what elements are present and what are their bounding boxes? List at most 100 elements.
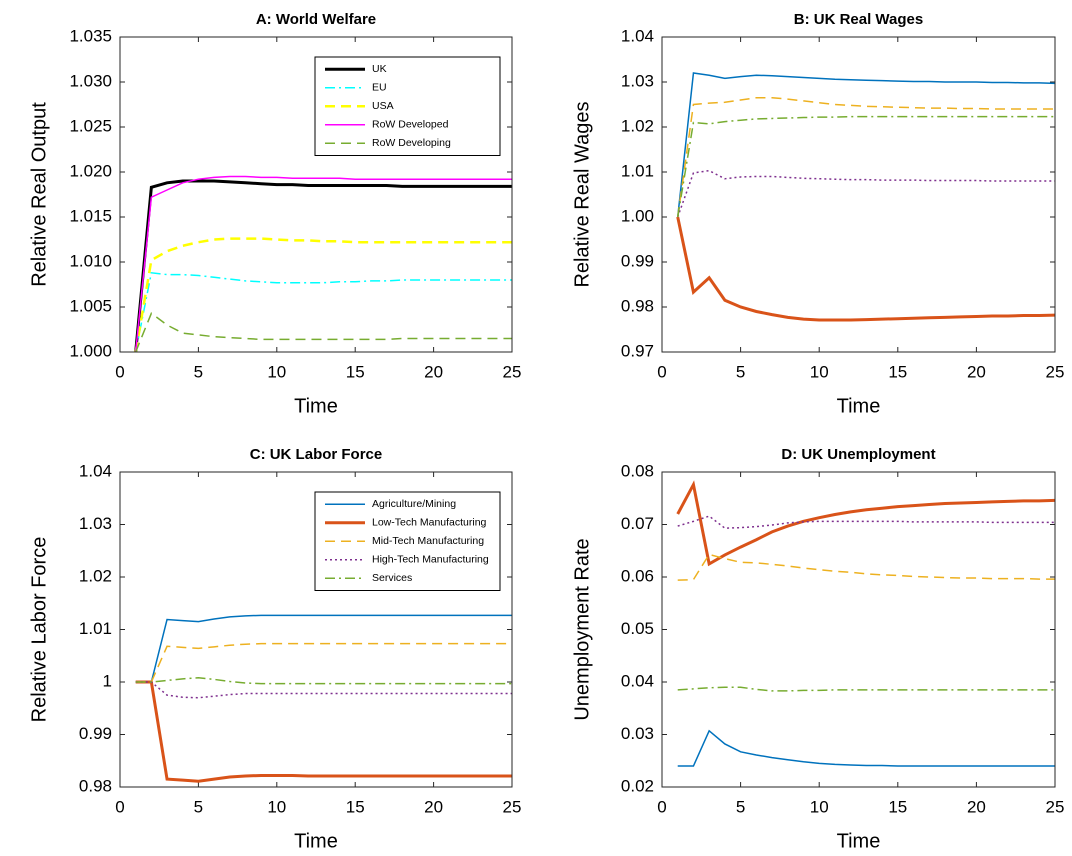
y-tick-label: 1.04	[621, 26, 654, 45]
y-tick-label: 0.99	[621, 251, 654, 270]
axes-box	[661, 471, 1056, 788]
series-line	[676, 115, 1055, 218]
y-tick-label: 1.005	[69, 296, 112, 315]
axes-box	[119, 36, 513, 353]
y-tick-label: 0.98	[621, 296, 654, 315]
axes-box	[661, 36, 1056, 353]
chart-title: B: UK Real Wages	[794, 11, 923, 28]
series-line	[135, 680, 512, 783]
plot-area	[662, 472, 1055, 787]
legend-label: EU	[372, 82, 387, 94]
x-tick-label: 0	[657, 362, 666, 381]
y-tick-label: 0.02	[621, 776, 654, 795]
x-tick-label: 25	[503, 362, 522, 381]
y-tick-label: 1.020	[69, 161, 112, 180]
y-tick-label: 0.07	[621, 514, 654, 533]
x-tick-label: 20	[967, 362, 986, 381]
y-tick-label: 1.035	[69, 26, 112, 45]
y-tick-label: 0.97	[621, 341, 654, 360]
legend-box	[314, 56, 501, 156]
legend-label: Low-Tech Manufacturing	[372, 517, 487, 529]
legend-label: High-Tech Manufacturing	[372, 554, 489, 566]
legend: UK EU USA RoW Developed RoW Developing	[314, 56, 501, 156]
y-tick-label: 1.01	[621, 161, 654, 180]
series-line	[677, 729, 1055, 767]
x-tick-label: 15	[346, 362, 365, 381]
series-line	[676, 72, 1055, 218]
x-tick-label: 20	[424, 797, 443, 816]
y-tick-label: 1.00	[621, 206, 654, 225]
chart-title: A: World Welfare	[256, 11, 376, 28]
series-line	[134, 179, 512, 352]
series-line	[134, 312, 512, 352]
chart-title: D: UK Unemployment	[781, 446, 935, 463]
legend-label: RoW Developed	[372, 119, 449, 131]
x-tick-label: 25	[503, 797, 522, 816]
y-tick-label: 1.025	[69, 116, 112, 135]
series-line	[134, 175, 512, 352]
legend: Agriculture/Mining Low-Tech Manufacturing…	[314, 491, 501, 591]
x-tick-label: 5	[736, 797, 745, 816]
chart-title: C: UK Labor Force	[250, 446, 383, 463]
y-tick-label: 1	[103, 671, 112, 690]
x-axis-label: Time	[294, 830, 338, 852]
series-line	[134, 271, 512, 352]
y-axis-label: Relative Labor Force	[28, 537, 50, 723]
x-tick-label: 5	[194, 797, 203, 816]
x-tick-label: 10	[810, 362, 829, 381]
y-axis-label: Relative Real Output	[28, 102, 50, 287]
y-tick-label: 1.015	[69, 206, 112, 225]
y-tick-label: 0.04	[621, 671, 654, 690]
series-line	[676, 216, 1055, 322]
legend-label: Services	[372, 572, 412, 584]
x-axis-label: Time	[837, 830, 881, 852]
y-axis-label: Relative Real Wages	[571, 101, 593, 287]
series-line	[676, 480, 1055, 567]
legend-label: Mid-Tech Manufacturing	[372, 535, 484, 547]
y-tick-label: 1.02	[621, 116, 654, 135]
x-tick-label: 15	[888, 797, 907, 816]
x-tick-label: 0	[115, 362, 124, 381]
x-axis-label: Time	[294, 395, 338, 417]
y-tick-label: 1.010	[69, 251, 112, 270]
series-line	[677, 169, 1055, 218]
series-line	[135, 677, 512, 685]
legend-label: Agriculture/Mining	[372, 498, 456, 510]
x-tick-label: 15	[346, 797, 365, 816]
series-line	[677, 686, 1055, 692]
x-tick-label: 20	[967, 797, 986, 816]
y-tick-label: 1.03	[621, 71, 654, 90]
y-tick-label: 1.01	[79, 619, 112, 638]
x-tick-label: 25	[1046, 797, 1065, 816]
x-tick-label: 0	[657, 797, 666, 816]
y-tick-label: 0.06	[621, 566, 654, 585]
x-axis-label: Time	[837, 395, 881, 417]
x-tick-label: 10	[267, 797, 286, 816]
x-tick-label: 10	[267, 362, 286, 381]
y-tick-label: 1.04	[79, 461, 112, 480]
y-tick-label: 1.02	[79, 566, 112, 585]
y-tick-label: 0.03	[621, 724, 654, 743]
series-line	[676, 97, 1055, 218]
x-tick-label: 25	[1046, 362, 1065, 381]
y-tick-label: 0.99	[79, 724, 112, 743]
series-line	[135, 614, 512, 683]
x-tick-label: 0	[115, 797, 124, 816]
x-tick-label: 20	[424, 362, 443, 381]
axes-box	[119, 471, 513, 788]
y-tick-label: 1.03	[79, 514, 112, 533]
legend-label: USA	[372, 100, 394, 112]
legend-label: RoW Developing	[372, 137, 451, 149]
x-tick-label: 5	[736, 362, 745, 381]
plot-area	[662, 37, 1055, 352]
y-tick-label: 1.030	[69, 71, 112, 90]
y-tick-label: 0.05	[621, 619, 654, 638]
y-axis-label: Unemployment Rate	[571, 538, 593, 720]
y-tick-label: 0.08	[621, 461, 654, 480]
x-tick-label: 5	[194, 362, 203, 381]
x-tick-label: 10	[810, 797, 829, 816]
legend-label: UK	[372, 63, 387, 75]
series-line	[135, 642, 512, 683]
x-tick-label: 15	[888, 362, 907, 381]
